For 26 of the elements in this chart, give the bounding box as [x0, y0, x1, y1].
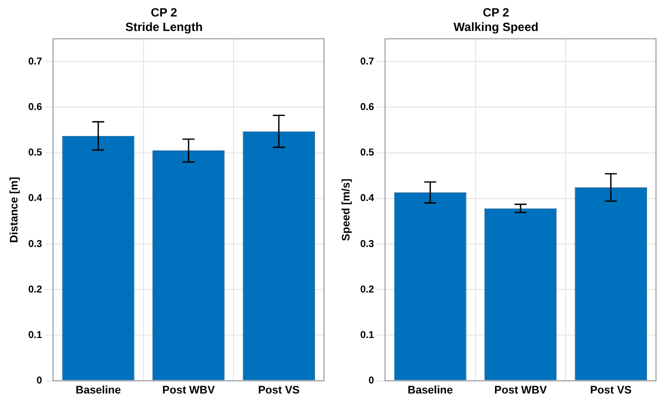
- y-tick-label: 0.5: [28, 148, 43, 159]
- y-tick-label: 0: [368, 376, 375, 387]
- chart-title: CP 2 Stride Length: [125, 6, 203, 34]
- y-tick-label: 0.1: [28, 330, 43, 341]
- chart-title: CP 2 Walking Speed: [454, 6, 538, 34]
- y-tick-label: 0.4: [28, 193, 43, 204]
- y-tick-label: 0.1: [360, 330, 375, 341]
- y-tick-label: 0: [36, 376, 43, 387]
- y-tick-label: 0.2: [360, 284, 375, 296]
- y-tick-label: 0.4: [360, 193, 375, 204]
- y-tick-label: 0.7: [28, 56, 43, 68]
- y-tick-label: 0.6: [28, 102, 43, 113]
- y-tick-label: 0.2: [28, 284, 43, 296]
- y-axis-title: Speed [m/s]: [340, 178, 353, 241]
- x-tick-label: Post WBV: [494, 384, 548, 396]
- y-tick-label: 0.3: [360, 238, 375, 250]
- x-tick-label: Post VS: [590, 384, 632, 396]
- y-tick-label: 0.3: [28, 238, 43, 250]
- y-tick-label: 0.7: [360, 56, 375, 68]
- x-tick-label: Post WBV: [162, 384, 216, 396]
- y-tick-label: 0.6: [360, 102, 375, 113]
- x-tick-label: Baseline: [408, 384, 453, 396]
- y-axis-title: Distance [m]: [8, 176, 21, 243]
- x-tick-label: Baseline: [76, 384, 121, 396]
- y-tick-label: 0.5: [360, 148, 375, 159]
- x-tick-label: Post VS: [258, 384, 300, 396]
